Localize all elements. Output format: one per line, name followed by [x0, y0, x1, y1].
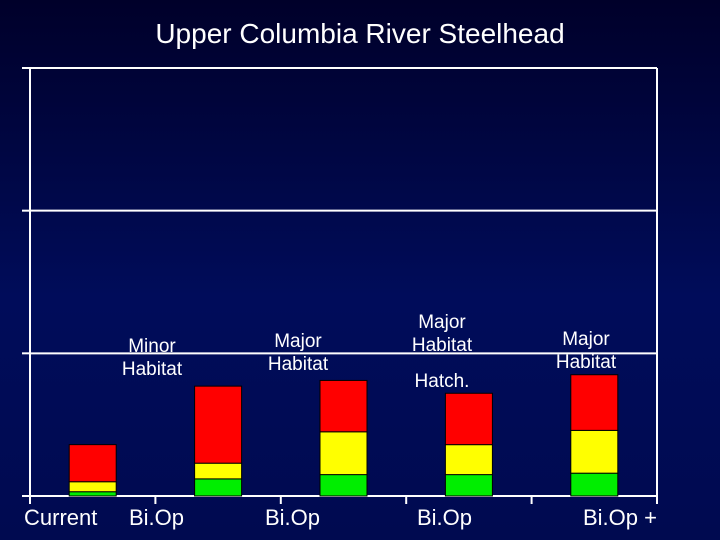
bar-segment — [194, 385, 243, 464]
bar-segment — [68, 481, 117, 493]
x-label-current: Current — [24, 505, 98, 530]
bar-segment — [68, 444, 117, 483]
annotation-hatch: Hatch. — [382, 370, 502, 393]
annotation-line: Major — [274, 331, 322, 352]
annotation-line: Major — [562, 329, 610, 350]
annotation-major-habitat-2: Major Habitat — [382, 311, 502, 357]
annotation-line: Hatch. — [414, 371, 470, 392]
bar-segment — [444, 474, 493, 497]
chart-title: Upper Columbia River Steelhead — [155, 18, 565, 49]
bar-segment — [68, 491, 117, 497]
annotation-line: Habitat — [121, 359, 183, 380]
x-label-biop-3: Bi.Op — [417, 505, 473, 530]
annotation-major-habitat-3: Major Habitat — [526, 328, 646, 374]
annotation-line: Habitat — [267, 354, 329, 375]
bar-segment — [194, 478, 243, 497]
annotation-major-habitat-1: Major Habitat — [238, 330, 358, 376]
annotation-line: Major — [418, 312, 466, 333]
bar-segment — [570, 429, 619, 474]
annotation-line: Habitat — [411, 335, 473, 356]
x-label-biop-1: Bi.Op — [129, 505, 185, 530]
bar-segment — [570, 472, 619, 497]
bar-segment — [319, 431, 368, 476]
bar-segment — [444, 444, 493, 476]
bar-segment — [319, 474, 368, 497]
annotation-line: Habitat — [555, 352, 617, 373]
x-label-biop-plus: Bi.Op + — [583, 505, 657, 530]
bar-segment — [444, 392, 493, 446]
annotation-line: Minor — [128, 336, 176, 357]
bar-segment — [570, 374, 619, 431]
annotation-minor-habitat: Minor Habitat — [92, 335, 212, 381]
bar-segment — [194, 462, 243, 480]
bar-segment — [319, 379, 368, 433]
x-label-biop-2: Bi.Op — [265, 505, 321, 530]
